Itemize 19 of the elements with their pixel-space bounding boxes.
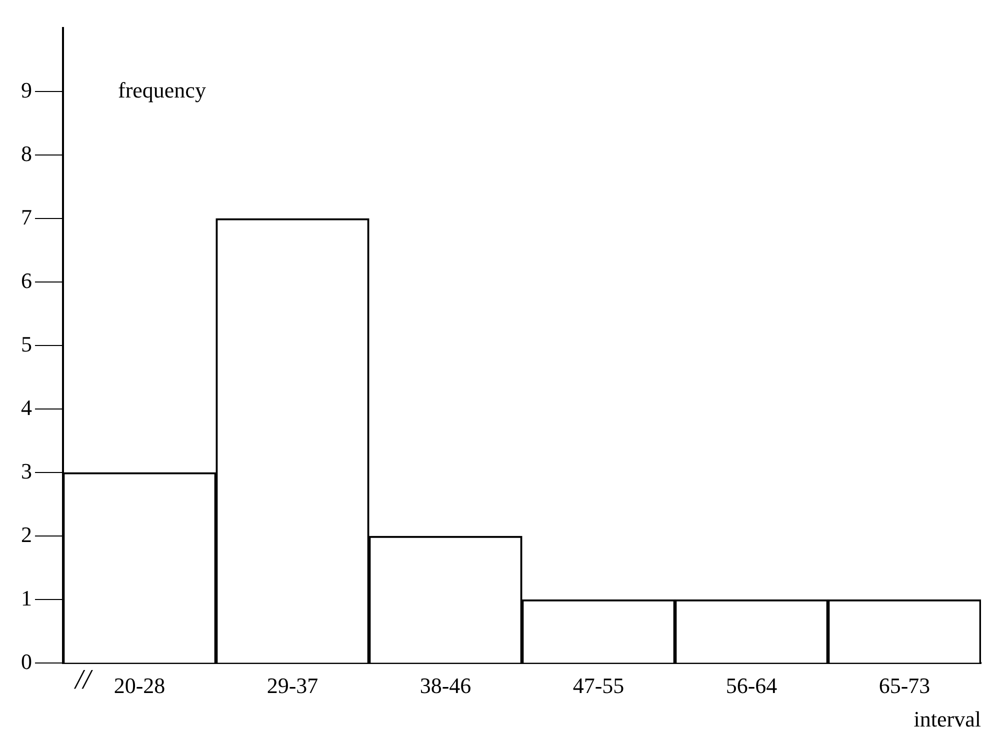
y-axis-title: frequency xyxy=(118,77,206,102)
y-tick-label: 2 xyxy=(21,522,32,547)
y-tick-label: 7 xyxy=(21,204,32,230)
x-axis-title: interval xyxy=(914,706,981,732)
text: // xyxy=(73,664,93,696)
y-tick-label: 4 xyxy=(21,394,32,420)
x-tick-label: 56-64 xyxy=(726,673,778,698)
y-tick-label: 0 xyxy=(21,648,32,674)
x-tick-label: 38-46 xyxy=(420,673,472,698)
y-tick-label: 1 xyxy=(21,585,32,610)
x-tick-label: 29-37 xyxy=(266,673,318,698)
y-tick-label: 8 xyxy=(21,140,32,166)
y-tick-label: 5 xyxy=(21,331,32,356)
x-tick-label: 65-73 xyxy=(878,673,930,698)
y-tick-label: 6 xyxy=(21,268,32,293)
x-tick-label: 47-55 xyxy=(572,673,624,698)
x-tick-label: 20-28 xyxy=(114,673,166,698)
y-tick-label: 9 xyxy=(21,77,32,102)
y-tick-label: 3 xyxy=(21,458,32,484)
